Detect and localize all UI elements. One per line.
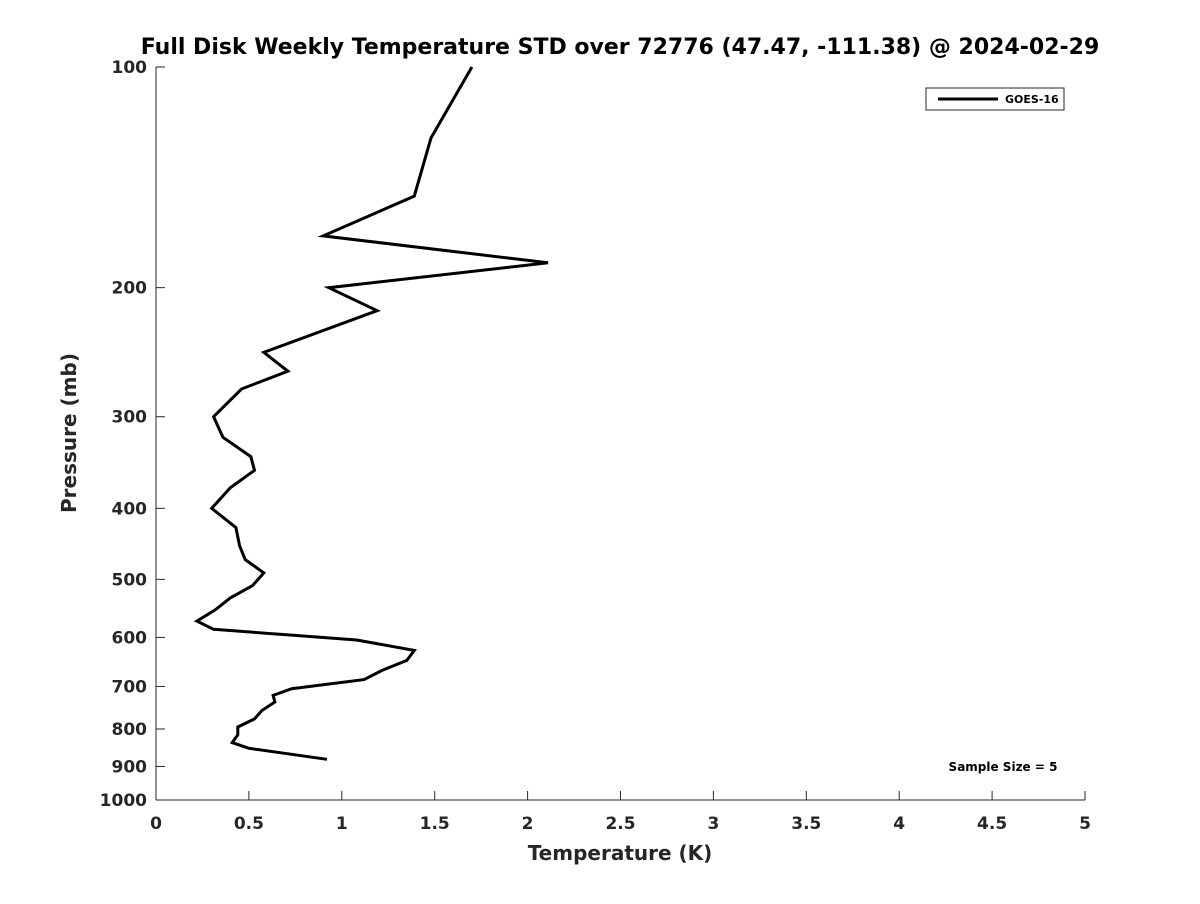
series-group — [193, 66, 549, 761]
x-tick-label: 4 — [893, 814, 905, 834]
x-ticks: 0 0.5 1 1.5 2 2.5 3 3.5 4 4.5 5 — [150, 791, 1091, 834]
series-line-goes-16 — [193, 66, 549, 761]
x-tick-label: 2.5 — [605, 814, 635, 834]
y-tick-label: 900 — [112, 757, 148, 777]
y-tick-label: 600 — [112, 628, 148, 648]
y-tick-label: 500 — [112, 570, 148, 590]
y-axis-label: Pressure (mb) — [57, 353, 81, 513]
x-tick-label: 4.5 — [977, 814, 1007, 834]
x-tick-label: 0.5 — [234, 814, 264, 834]
y-tick-label: 800 — [112, 720, 148, 740]
y-tick-label: 700 — [112, 677, 148, 697]
y-tick-label: 200 — [112, 279, 148, 299]
x-tick-label: 2 — [522, 814, 534, 834]
sample-size-annotation: Sample Size = 5 — [949, 760, 1058, 774]
y-tick-label: 1000 — [100, 791, 147, 811]
x-tick-label: 3 — [707, 814, 719, 834]
y-tick-label: 300 — [112, 408, 148, 428]
x-tick-label: 5 — [1079, 814, 1091, 834]
legend: GOES-16 — [925, 87, 1065, 111]
x-tick-label: 1.5 — [420, 814, 450, 834]
y-ticks: 100 200 300 400 500 600 700 800 900 1000 — [100, 58, 165, 811]
legend-entry-goes-16: GOES-16 — [1005, 93, 1059, 106]
y-tick-label: 100 — [112, 58, 148, 78]
x-tick-label: 0 — [150, 814, 162, 834]
y-tick-label: 400 — [112, 499, 148, 519]
x-axis-label: Temperature (K) — [528, 841, 713, 865]
axes — [155, 67, 1085, 801]
x-tick-label: 3.5 — [791, 814, 821, 834]
x-tick-label: 1 — [336, 814, 348, 834]
chart-title: Full Disk Weekly Temperature STD over 72… — [141, 35, 1100, 60]
